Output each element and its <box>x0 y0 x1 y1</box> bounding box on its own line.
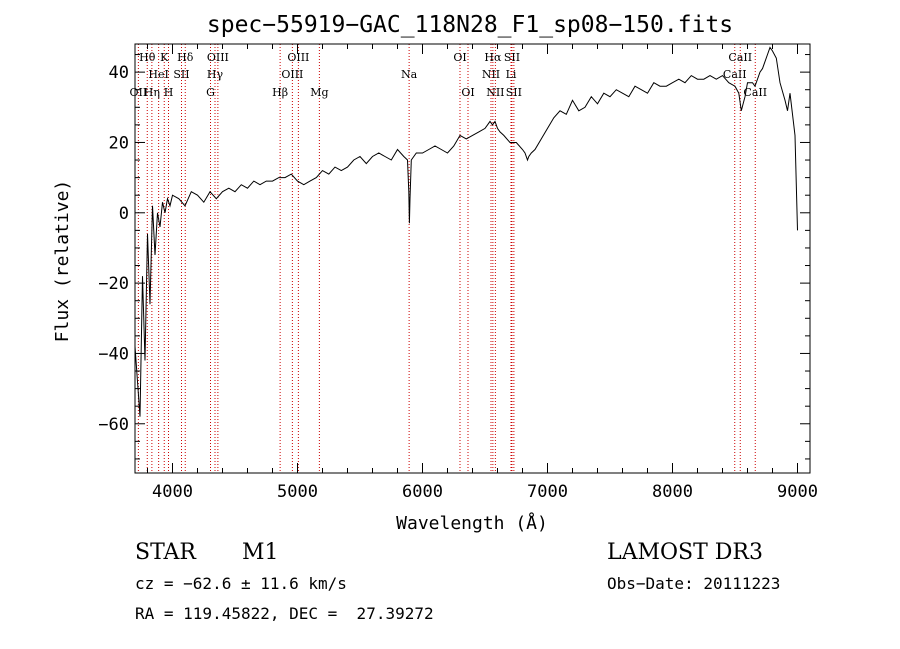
y-tick-label: 20 <box>109 133 129 153</box>
line-label-23: SII <box>506 86 522 99</box>
line-label-15: Na <box>401 68 418 81</box>
line-label-0: Hθ <box>139 51 156 64</box>
line-label-18: NII <box>482 68 500 81</box>
y-tick-label: 40 <box>109 63 129 83</box>
redshift-cz: cz = −62.6 ± 11.6 km/s <box>135 574 347 593</box>
object-subclass: M1 <box>242 540 279 565</box>
line-label-21: Li <box>506 68 517 81</box>
line-label-26: CaII <box>743 86 767 99</box>
y-tick-label: −40 <box>98 344 129 364</box>
survey-name: LAMOST DR3 <box>607 540 763 565</box>
chart-title: spec−55919−GAC_118N28_F1_sp08−150.fits <box>207 12 733 38</box>
y-tick-label: −20 <box>98 274 129 294</box>
line-label-14: Mg <box>310 86 328 99</box>
line-label-8: G <box>206 86 215 99</box>
spectrum-line <box>134 46 798 417</box>
observation-date: Obs−Date: 20111223 <box>607 574 781 593</box>
plot-frame <box>134 43 811 474</box>
y-tick-label: 0 <box>119 204 129 224</box>
x-tick-label: 6000 <box>402 482 443 502</box>
x-tick-label: 9000 <box>777 482 818 502</box>
line-label-25: CaII <box>728 51 752 64</box>
line-label-13: OIII <box>287 51 309 64</box>
line-label-7: SII <box>173 68 189 81</box>
line-label-24: CaII <box>723 68 747 81</box>
x-tick-label: 7000 <box>527 482 568 502</box>
line-label-1: Hη <box>144 86 160 99</box>
y-axis-label: Flux (relative) <box>52 180 73 343</box>
line-label-5: K <box>160 51 169 64</box>
line-label-6: Hδ <box>177 51 194 64</box>
line-label-11: Hβ <box>272 86 288 99</box>
line-label-17: OI <box>461 86 474 99</box>
object-class: STAR <box>135 540 196 565</box>
line-label-9: Hγ <box>207 68 224 81</box>
line-label-10: OIII <box>207 51 229 64</box>
line-label-4: H <box>164 86 174 99</box>
line-label-16: OI <box>453 51 466 64</box>
x-tick-label: 8000 <box>652 482 693 502</box>
x-tick-label: 5000 <box>277 482 318 502</box>
ra-dec-coords: RA = 119.45822, DEC = 27.39272 <box>135 604 434 623</box>
line-label-20: NII <box>486 86 504 99</box>
x-tick-label: 4000 <box>152 482 193 502</box>
line-label-2: OII <box>130 86 148 99</box>
x-axis-label: Wavelength (Å) <box>396 512 548 534</box>
axes-ticks: 4000 5000 6000 7000 8000 9000 −60 −40 −20 0 20 40 <box>98 44 818 502</box>
line-label-12: OIII <box>281 68 303 81</box>
line-label-22: SII <box>504 51 520 64</box>
spectral-line-markers <box>137 44 756 473</box>
line-label-3: HeI <box>148 68 168 81</box>
line-label-19: Hα <box>484 51 502 64</box>
y-tick-label: −60 <box>98 415 129 435</box>
